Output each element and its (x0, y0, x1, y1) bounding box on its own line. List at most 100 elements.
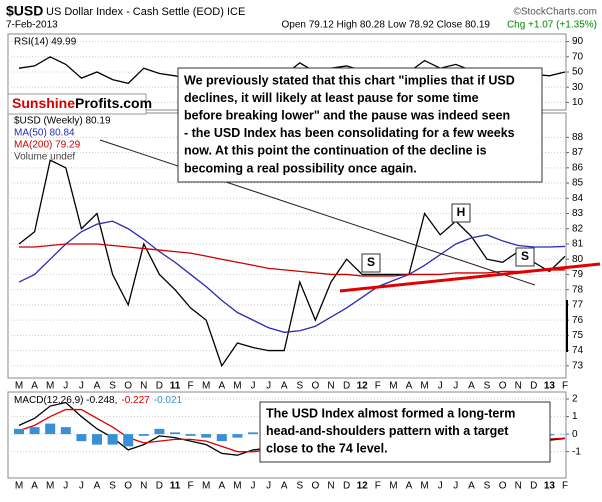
label-box (515, 247, 535, 267)
y-tick-label: 83 (572, 208, 584, 219)
x-tick-label: J (453, 481, 458, 492)
x-tick-label: J (79, 381, 84, 392)
y-tick-label: 77 (572, 300, 584, 311)
pattern-label: H (457, 205, 466, 219)
x-tick-label: 12 (357, 381, 369, 392)
x-tick-label: A (94, 381, 101, 392)
x-tick-label: A (31, 381, 38, 392)
x-tick-label: F (375, 481, 381, 492)
bar (201, 434, 212, 438)
comment-box (177, 67, 543, 183)
x-tick-label: O (124, 381, 132, 392)
y-tick-label: 0 (572, 429, 578, 440)
y-tick-label: 80 (572, 254, 584, 265)
x-tick-label: M (202, 381, 210, 392)
x-tick-label: M (389, 381, 397, 392)
x-tick-label: A (406, 381, 413, 392)
y-tick-label: 2 (572, 394, 578, 405)
x-tick-label: D (343, 381, 350, 392)
x-tick-label: J (438, 381, 443, 392)
y-tick-label: 84 (572, 193, 584, 204)
bar (14, 428, 24, 435)
ohlc: Open 79.12 High 80.28 Low 78.92 Close 80… (282, 20, 491, 31)
x-tick-label: O (499, 381, 507, 392)
x-tick-label: 13 (544, 381, 556, 392)
y-tick-label: 82 (572, 223, 584, 234)
comment: declines, it will likely at least pause … (184, 91, 479, 105)
y-tick-label: -1 (572, 446, 581, 457)
logo-box (7, 93, 147, 115)
x-tick-label: A (94, 481, 101, 492)
x-tick-label: A (406, 481, 413, 492)
x-tick-label: S (484, 481, 491, 492)
comment: before breaking lower" and the pause was… (184, 108, 510, 122)
x-tick-label: J (251, 381, 256, 392)
bar (107, 434, 118, 445)
x-tick-label: M (46, 481, 54, 492)
x-tick-label: J (453, 381, 458, 392)
x-tick-label: J (438, 481, 443, 492)
y-tick-label: 87 (572, 147, 584, 158)
x-tick-label: O (124, 481, 132, 492)
legend-entry: $USD (Weekly) 80.19 (14, 116, 111, 127)
legend: MACD(12,26,9) -0.248, -0.227 -0.021 (14, 395, 183, 406)
bar (138, 434, 149, 436)
y-tick-label: 74 (572, 345, 584, 356)
bar (232, 434, 243, 438)
y-tick-label: 76 (572, 315, 584, 326)
x-tick-label: M (233, 381, 241, 392)
x-tick-label: N (515, 481, 522, 492)
x-tick-label: 13 (544, 481, 556, 492)
x-tick-label: M (15, 481, 23, 492)
y-tick-label: 79 (572, 269, 584, 280)
y-tick-label: 81 (572, 239, 584, 250)
bar (154, 428, 165, 435)
x-tick-label: D (156, 381, 163, 392)
x-tick-label: A (218, 481, 225, 492)
comment: - the USD Index has been consolidating f… (184, 126, 515, 140)
logo-part: Sunshine (12, 95, 75, 111)
x-tick-label: J (79, 481, 84, 492)
x-tick-label: S (109, 481, 116, 492)
x-tick-label: O (312, 481, 320, 492)
x-tick-label: A (281, 381, 288, 392)
x-tick-label: D (343, 481, 350, 492)
legend-entry: MA(50) 80.84 (14, 128, 75, 139)
x-tick-label: J (63, 381, 68, 392)
bar (76, 434, 87, 442)
legend-entry: RSI(14) 49.99 (14, 37, 77, 48)
x-tick-label: J (266, 381, 271, 392)
legend-entry: -0.021 (154, 395, 183, 406)
bar (170, 432, 180, 435)
y-tick-label: 88 (572, 132, 584, 143)
logo-part: Profits.com (75, 95, 152, 111)
y-tick-label: 50 (572, 67, 584, 78)
bar (92, 434, 102, 445)
x-tick-label: M (420, 381, 428, 392)
x-tick-label: M (389, 481, 397, 492)
x-tick-label: A (218, 381, 225, 392)
x-tick-label: S (109, 381, 116, 392)
change: Chg +1.07 (+1.35%) (507, 20, 597, 31)
x-tick-label: F (562, 481, 568, 492)
logo: SunshineProfits.com (12, 95, 152, 111)
comment: close to the 74 level. (266, 441, 388, 455)
x-tick-label: F (562, 381, 568, 392)
y-tick-label: 85 (572, 178, 584, 189)
x-tick-label: J (251, 481, 256, 492)
comment: We previously stated that this chart "im… (184, 73, 515, 87)
comment: now. At this point the continuation of t… (184, 144, 487, 158)
date: 7-Feb-2013 (6, 20, 58, 31)
legend-entry: MA(200) 79.29 (14, 140, 81, 151)
x-tick-label: A (468, 381, 475, 392)
pattern-label: S (367, 255, 375, 269)
y-tick-label: 90 (572, 36, 584, 47)
x-tick-label: J (266, 481, 271, 492)
x-tick-label: S (484, 381, 491, 392)
x-tick-label: D (530, 481, 537, 492)
label-box (361, 253, 381, 273)
bar (248, 432, 258, 435)
x-tick-label: D (156, 481, 163, 492)
series-line (18, 220, 566, 333)
comment-box (259, 401, 551, 463)
